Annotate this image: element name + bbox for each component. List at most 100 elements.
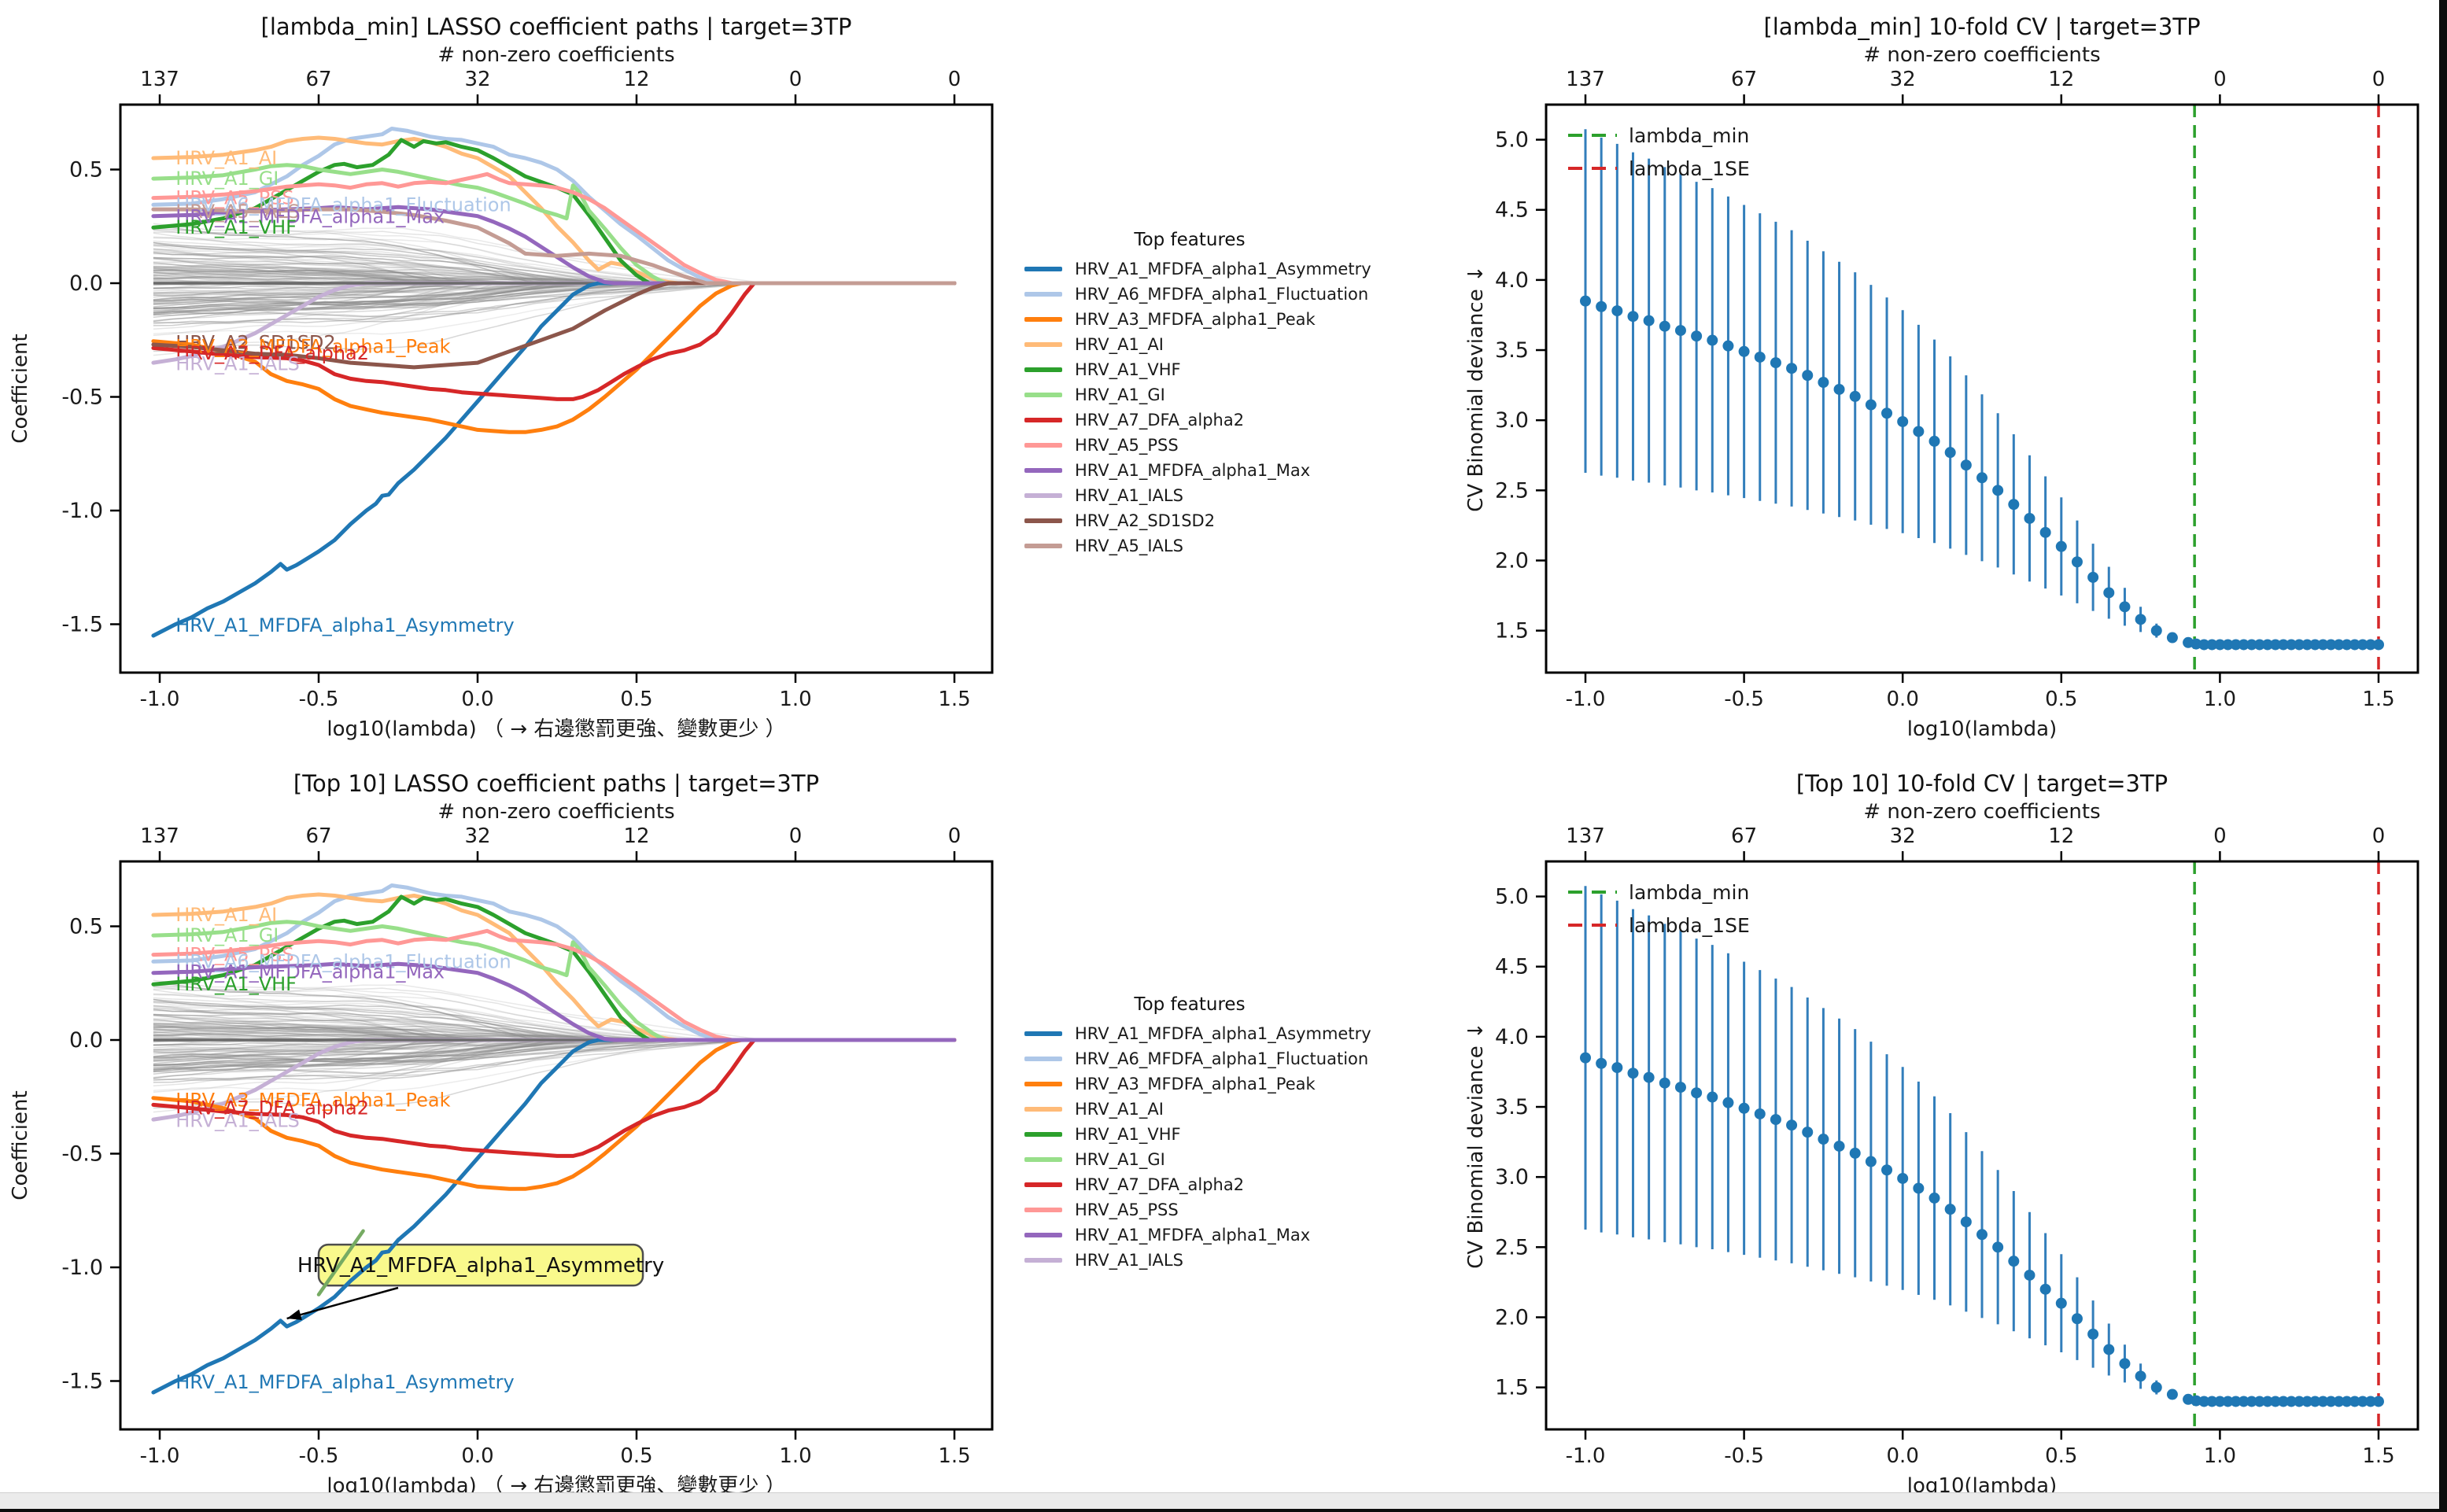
series-HRV_A1_GI — [151, 163, 957, 286]
cv-point — [2206, 1396, 2218, 1407]
lasso-paths-plot-lambda-min: HRV_A1_AIHRV_A1_GIHRV_A5_PSSHRV_A6_MFDFA… — [9, 13, 994, 741]
cv-point — [1674, 325, 1686, 337]
top-tick-label: 0 — [2213, 824, 2227, 848]
top-tick-label: 137 — [140, 68, 179, 91]
cv-point — [1992, 1241, 2004, 1253]
y-tick-label: 3.5 — [1495, 1095, 1529, 1119]
cv-point — [2214, 639, 2226, 651]
y-tick-label: 2.5 — [1495, 478, 1529, 503]
legend-item-label: HRV_A7_DFA_alpha2 — [1075, 411, 1245, 430]
cv-point — [2269, 1396, 2281, 1407]
cv-point — [2349, 1396, 2360, 1407]
panel-title: [Top 10] 10-fold CV | target=3TP — [1796, 770, 2168, 797]
x-tick-label: 0.5 — [620, 1444, 652, 1468]
cv-point — [2230, 639, 2242, 651]
y-axis-label: Coefficient — [9, 334, 32, 443]
y-tick-label: 2.5 — [1495, 1235, 1529, 1259]
cv-point — [1818, 1134, 1829, 1145]
cv-point — [2071, 556, 2083, 568]
legend-item: HRV_A7_DFA_alpha2 — [1024, 408, 1449, 433]
series-HRV_A7_DFA_alpha2 — [151, 281, 957, 401]
x-tick-label: 1.0 — [779, 1444, 811, 1468]
cv-point — [1611, 305, 1623, 317]
y-tick-label: -0.5 — [61, 1142, 103, 1167]
cv-point — [1786, 363, 1798, 374]
legend-item: HRV_A7_DFA_alpha2 — [1024, 1172, 1449, 1197]
cv-point — [2103, 587, 2115, 599]
top-tick-label: 12 — [2048, 824, 2074, 848]
cv-point — [1786, 1119, 1798, 1131]
annotation-text: HRV_A1_MFDFA_alpha1_Asymmetry — [297, 1254, 664, 1278]
cv-point — [2135, 614, 2146, 625]
legend-line-swatch — [1024, 292, 1062, 297]
x-tick-label: 1.5 — [938, 1444, 970, 1468]
cv-point — [2008, 499, 2020, 511]
legend-line-swatch — [1024, 1132, 1062, 1137]
inline-series-label: HRV_A1_VHF — [175, 973, 297, 995]
cv-legend-label: lambda_min — [1629, 124, 1749, 147]
cv-point — [2198, 1396, 2210, 1407]
series-HRV_A1_AI — [151, 135, 957, 286]
series-HRV_A1_GI — [151, 920, 957, 1042]
inline-series-label: HRV_A6_MFDFA_alpha1_Fluctuation — [175, 950, 511, 972]
cv-point — [2261, 639, 2273, 651]
cv-point — [1881, 1164, 1893, 1176]
cv-point — [1992, 485, 2004, 496]
legend-item-label: HRV_A7_DFA_alpha2 — [1075, 1175, 1245, 1194]
cv-point — [2246, 639, 2257, 651]
top-axis-label: # non-zero coefficients — [1863, 43, 2100, 67]
series-HRV_A3_MFDFA_alpha1_Peak — [151, 1038, 957, 1191]
cv-point — [1960, 459, 1972, 471]
cv-point — [1928, 435, 1940, 447]
inline-series-label: HRV_A1_IALS — [175, 353, 300, 375]
cv-point — [1596, 1057, 1607, 1069]
cv-point — [2301, 639, 2313, 651]
legend-item: HRV_A1_AI — [1024, 332, 1449, 357]
cv-point — [1627, 311, 1639, 323]
x-tick-label: 1.5 — [2362, 688, 2394, 711]
legend-item-label: HRV_A1_IALS — [1075, 486, 1183, 505]
top-tick-label: 32 — [464, 824, 490, 848]
cv-point — [1643, 315, 1655, 326]
x-tick-label: 0.0 — [1887, 688, 1919, 711]
legend-item-label: HRV_A1_VHF — [1075, 1125, 1181, 1144]
y-tick-label: -1.5 — [61, 1370, 103, 1394]
legend-item-label: HRV_A3_MFDFA_alpha1_Peak — [1075, 310, 1316, 329]
y-tick-label: 2.0 — [1495, 548, 1529, 573]
y-tick-label: 1.5 — [1495, 619, 1529, 644]
cv-point — [2294, 639, 2305, 651]
legend-item-label: HRV_A2_SD1SD2 — [1075, 511, 1216, 530]
top-tick-label: 0 — [2372, 824, 2386, 848]
legend-item-label: HRV_A1_VHF — [1075, 360, 1181, 379]
series-HRV_A1_IALS — [151, 1038, 957, 1122]
legend-item-label: HRV_A1_MFDFA_alpha1_Max — [1075, 1226, 1311, 1245]
inline-series-label: HRV_A3_MFDFA_alpha1_Peak — [175, 1090, 450, 1112]
inline-series-label: HRV_A1_MFDFA_alpha1_Asymmetry — [175, 1371, 514, 1393]
series-HRV_A5_PSS — [151, 171, 957, 286]
legend-item: HRV_A1_MFDFA_alpha1_Asymmetry — [1024, 1021, 1449, 1046]
legend-item-label: HRV_A3_MFDFA_alpha1_Peak — [1075, 1075, 1316, 1093]
cv-deviance-plot-top10: lambda_min lambda_1SE 137 67 32 12 0 0 -1.0 -0.5 0… — [1464, 770, 2419, 1498]
cv-point — [1928, 1192, 1940, 1204]
cv-point — [2206, 639, 2218, 651]
y-tick-label: -1.5 — [61, 613, 103, 637]
axes-frame — [119, 103, 994, 674]
cv-point — [1722, 1097, 1734, 1108]
x-tick-label: -0.5 — [1724, 1444, 1764, 1468]
cv-point — [1580, 1052, 1591, 1064]
cv-point — [1722, 340, 1734, 352]
legend-title: Top features — [1134, 230, 1246, 250]
y-tick-label: 3.0 — [1495, 1165, 1529, 1189]
y-tick-label: 4.5 — [1495, 955, 1529, 979]
series-HRV_A1_AI — [151, 892, 957, 1042]
y-tick-label: 0.0 — [69, 1028, 103, 1053]
cv-point — [1770, 357, 1781, 369]
cv-point — [1611, 1062, 1623, 1074]
series-HRV_A3_MFDFA_alpha1_Peak — [151, 281, 957, 434]
annotation-arrowhead — [286, 1309, 302, 1320]
series-HRV_A1_VHF — [151, 894, 957, 1042]
inline-series-label: HRV_A7_DFA_alpha2 — [175, 1097, 369, 1119]
legend-item: HRV_A1_AI — [1024, 1097, 1449, 1122]
series-HRV_A1_MFDFA_alpha1_Asymmetry — [151, 281, 957, 638]
x-tick-label: -1.0 — [140, 1444, 180, 1468]
